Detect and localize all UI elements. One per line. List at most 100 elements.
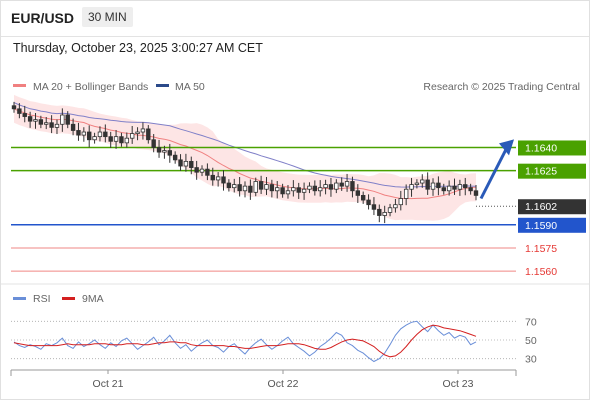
x-tick-label: Oct 22 [268,378,299,390]
level-label-resistance: 1.1625 [525,166,557,178]
candle-body [420,179,425,184]
candle [167,143,172,163]
candle-body [60,114,65,125]
candle-body [334,182,339,190]
ma50-legend-label: MA 50 [175,81,205,93]
candle-body [113,136,119,142]
candle-body [377,208,382,216]
candle-body [473,190,479,196]
candle-body [253,181,258,193]
candle [248,179,253,200]
ma20-legend-swatch [13,84,26,87]
candle-body [264,184,269,190]
candle-body [269,184,275,192]
candle-body [296,187,301,193]
candle [221,170,226,191]
candle-body [371,204,377,210]
candle [446,180,452,196]
candle [334,179,339,194]
candle-body [172,154,178,161]
candle [156,139,162,158]
candle-body [344,181,350,187]
candle [275,181,280,199]
candle-body [430,182,436,190]
ma50-line [13,102,477,188]
candle [226,179,232,192]
candle [178,154,183,171]
candle-body [156,147,162,153]
candle-body [242,185,248,192]
candle-body [441,187,446,192]
candle [119,132,124,147]
rsi-ma-legend-swatch [62,297,75,300]
candle-body [350,181,355,192]
candle-body [210,174,215,181]
candle-body [393,204,398,209]
candle [371,197,377,216]
candle-body [446,185,452,192]
candle [436,176,441,196]
candle-body [183,160,189,167]
candle-body [81,131,87,136]
candle [205,163,210,181]
timeframe-badge[interactable]: 30 MIN [82,7,133,27]
chart-datetime: Thursday, October 23, 2025 3:00:27 AM CE… [13,41,263,55]
candle-body [237,184,242,192]
candle [414,179,420,189]
candle [27,111,33,128]
candle-body [258,181,264,190]
candle [129,125,135,144]
candle-body [11,105,17,110]
candle [312,180,318,196]
candle [237,177,242,197]
candle-body [65,114,70,125]
level-label-pivot: 1.1590 [525,220,557,232]
candle-body [232,184,237,189]
candle-body [301,188,307,193]
level-tag-pivot [518,217,586,233]
candle-body [33,119,38,122]
candle-body [307,185,312,190]
candle-body [221,176,226,184]
candle-body [382,212,387,216]
level-label-last: 1.1602 [525,201,557,213]
candle-body [355,190,361,196]
candle-body [76,130,81,136]
candle [339,177,344,191]
chart-header: EUR/USD 30 MIN [0,0,590,37]
bollinger-bands [14,94,476,221]
rsi-tick-label: 50 [525,335,537,347]
candle [135,127,140,141]
candle [17,103,22,119]
candle-body [54,123,60,128]
candle [189,156,194,175]
candle-body [452,185,457,190]
candle [194,160,199,180]
candle [307,182,312,194]
candle-body [398,198,403,206]
candle-body [87,131,92,141]
candle-body [275,187,280,192]
candle [124,132,130,148]
candle [280,183,285,198]
candle-body [436,182,441,189]
candle-body [140,128,146,133]
forecast-arrow [479,139,514,200]
candle [463,177,468,196]
candle-body [366,199,371,206]
candle [113,130,119,149]
forecast-arrow-shaft [479,148,508,200]
candle [264,177,269,195]
candle [92,132,97,144]
candle [199,165,205,177]
candle [253,177,258,197]
candle-body [27,116,33,122]
candle [151,134,156,153]
candle-body [323,184,328,189]
bollinger-band-area [14,94,476,221]
candle-body [146,128,151,141]
candle [452,178,457,195]
candle-body [339,182,344,187]
x-tick-label: Oct 21 [93,378,124,390]
